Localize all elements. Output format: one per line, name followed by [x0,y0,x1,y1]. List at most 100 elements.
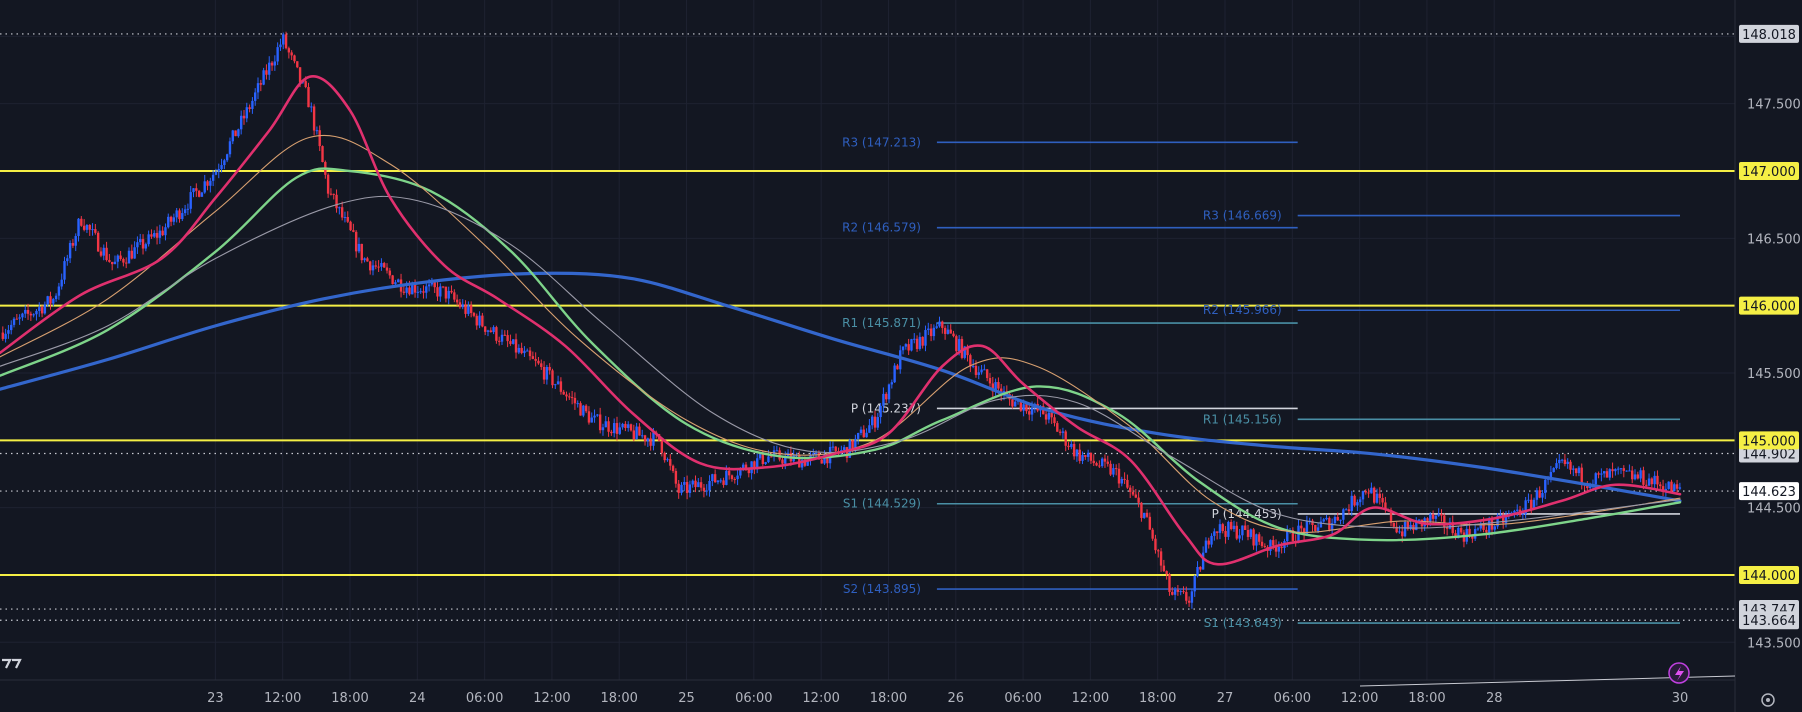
candle [461,299,464,310]
candle-body [1544,479,1547,494]
candle-body [1056,423,1059,432]
candle-body [1213,531,1216,536]
moving-average-ma_thin_orange [0,134,1681,533]
candle-body [211,174,215,181]
candle-body [60,279,63,287]
candle [464,300,467,318]
candle-body [523,350,526,354]
candle [1204,537,1208,553]
candle [955,334,958,355]
candle-body [1625,470,1628,472]
candle [1431,510,1435,524]
candle-body [80,218,83,226]
candle [380,258,383,271]
candle-body [110,261,114,265]
candle [1350,490,1353,516]
candle [467,301,470,317]
candle-body [91,229,94,231]
candle-body [1429,514,1432,522]
candle [1440,509,1443,522]
candle [262,67,265,86]
candle [1246,524,1250,541]
candle [377,260,380,272]
candle [346,211,349,224]
candle [604,415,607,428]
candle [526,348,529,352]
candle-body [248,107,251,109]
candle-body [147,234,150,245]
time-axis[interactable]: 23 12:00 18:00 24 06:00 12:00 18:00 25 06:00 12:0… [0,679,1735,706]
candle [1187,596,1191,607]
candle-body [385,267,389,271]
candle-body [826,454,829,464]
settings-icon[interactable] [1761,693,1775,707]
candle [907,338,910,355]
candle [885,392,888,403]
candle [506,330,509,348]
y-tick-label: 145.500 [1747,367,1801,382]
candle-body [1344,509,1348,511]
candle [374,260,378,270]
candle [1173,587,1177,601]
price-axis[interactable]: 147.500 146.500 145.500 143.500 148.018 144.9… [1734,0,1802,712]
candle [1112,463,1115,478]
candle-body [1577,467,1581,474]
candle [416,286,420,299]
candle-body [164,227,167,236]
candle-body [604,421,607,428]
candle-body [1659,484,1662,487]
candle [781,456,784,469]
pivot-label: R1 (145.871) [842,316,921,330]
candle-body [144,244,148,249]
candle-body [859,429,863,433]
candle-body [329,193,333,195]
candle [251,97,254,114]
moving-average-ma_fast [0,75,1682,566]
candle-body [234,130,237,137]
candle [105,241,108,262]
candle-body [1215,531,1219,533]
candle [1053,414,1056,427]
candle-body [1448,521,1452,529]
candle [1353,494,1356,507]
candle-body [660,440,664,454]
candle-body [1555,463,1558,469]
candle-body [1614,469,1617,472]
candle-body [831,446,835,448]
candle-body [716,480,720,483]
candle-body [854,438,857,450]
candle [1661,479,1665,497]
candle-body [803,459,807,466]
candle-body [1232,525,1236,530]
candle [1123,472,1126,485]
candle-body [74,236,77,246]
candle-body [1314,524,1317,531]
candle-body [1019,400,1023,411]
candle-body [705,490,708,492]
candle [1372,486,1376,505]
x-tick-label: 12:00 [1341,691,1378,706]
candle-body [1162,565,1166,572]
candle [1673,482,1676,492]
candle-body [929,328,933,337]
price-tag-label: 144.623 [1742,485,1796,500]
candle-body [116,255,119,262]
candle-body [175,210,178,218]
candle [315,126,319,135]
candle [876,412,880,431]
candle [927,322,930,335]
candle-body [1563,459,1567,465]
candle-body [576,403,579,405]
candle [1185,586,1188,605]
candle [1347,504,1351,515]
candle-body [119,255,122,259]
candle-body [18,317,21,319]
candle [57,282,61,300]
candle [1544,476,1547,500]
candle-body [63,261,66,280]
candle-body [1361,491,1365,500]
candle-body [195,188,198,191]
pivot-label: R2 (145.966) [1203,303,1282,317]
candle [169,215,173,227]
